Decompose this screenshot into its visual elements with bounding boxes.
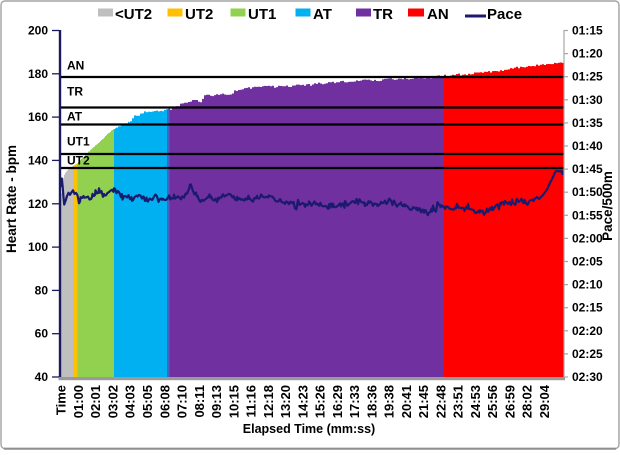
svg-text:02:20: 02:20 xyxy=(572,324,603,338)
svg-text:01:45: 01:45 xyxy=(572,162,603,176)
svg-text:02:30: 02:30 xyxy=(572,370,603,384)
svg-text:Pace/500m: Pace/500m xyxy=(600,171,615,241)
svg-text:02:15: 02:15 xyxy=(572,301,603,315)
svg-text:01:15: 01:15 xyxy=(572,24,603,38)
svg-text:06:08: 06:08 xyxy=(157,385,172,418)
svg-text:180: 180 xyxy=(28,67,48,81)
svg-text:AT: AT xyxy=(313,6,332,23)
svg-text:UT2: UT2 xyxy=(67,154,90,168)
svg-text:01:35: 01:35 xyxy=(572,116,603,130)
svg-text:UT1: UT1 xyxy=(67,135,90,149)
svg-text:<UT2: <UT2 xyxy=(115,6,152,23)
svg-text:01:20: 01:20 xyxy=(572,47,603,61)
svg-text:100: 100 xyxy=(28,240,48,254)
svg-text:23:51: 23:51 xyxy=(451,385,466,418)
svg-text:04:03: 04:03 xyxy=(123,385,138,418)
svg-text:01:25: 01:25 xyxy=(572,70,603,84)
svg-text:Pace: Pace xyxy=(487,6,522,23)
svg-text:15:26: 15:26 xyxy=(313,385,328,418)
svg-text:19:38: 19:38 xyxy=(382,385,397,418)
svg-text:120: 120 xyxy=(28,197,48,211)
svg-text:02:00: 02:00 xyxy=(572,231,603,245)
svg-text:08:11: 08:11 xyxy=(192,385,207,418)
svg-text:20:41: 20:41 xyxy=(399,385,414,418)
svg-text:TR: TR xyxy=(373,6,393,23)
svg-text:05:05: 05:05 xyxy=(140,385,155,418)
svg-text:25:56: 25:56 xyxy=(485,385,500,418)
svg-text:Time: Time xyxy=(54,385,69,415)
svg-text:Heart Rate - bpm: Heart Rate - bpm xyxy=(4,145,19,253)
svg-text:11:16: 11:16 xyxy=(244,385,259,418)
svg-text:26:59: 26:59 xyxy=(503,385,518,418)
svg-text:02:01: 02:01 xyxy=(88,385,103,418)
svg-text:21:45: 21:45 xyxy=(416,385,431,418)
svg-text:01:50: 01:50 xyxy=(572,185,603,199)
svg-text:40: 40 xyxy=(35,370,49,384)
svg-text:18:36: 18:36 xyxy=(364,385,379,418)
svg-text:AT: AT xyxy=(67,110,83,124)
svg-text:Elapsed Time (mm:ss): Elapsed Time (mm:ss) xyxy=(243,422,375,436)
svg-text:200: 200 xyxy=(28,24,48,38)
svg-text:160: 160 xyxy=(28,110,48,124)
svg-text:01:55: 01:55 xyxy=(572,208,603,222)
svg-text:28:02: 28:02 xyxy=(520,385,535,418)
svg-text:13:20: 13:20 xyxy=(278,385,293,418)
svg-text:140: 140 xyxy=(28,153,48,167)
svg-text:80: 80 xyxy=(35,283,49,297)
svg-text:29:04: 29:04 xyxy=(537,384,552,418)
svg-text:10:15: 10:15 xyxy=(226,385,241,418)
svg-text:07:10: 07:10 xyxy=(175,385,190,418)
svg-text:AN: AN xyxy=(427,6,449,23)
svg-text:12:18: 12:18 xyxy=(261,385,276,418)
svg-text:01:40: 01:40 xyxy=(572,139,603,153)
svg-text:01:30: 01:30 xyxy=(572,93,603,107)
svg-text:02:10: 02:10 xyxy=(572,278,603,292)
svg-text:16:29: 16:29 xyxy=(330,385,345,418)
svg-text:AN: AN xyxy=(67,59,84,73)
svg-text:60: 60 xyxy=(35,327,49,341)
svg-text:UT1: UT1 xyxy=(248,6,276,23)
svg-text:22:48: 22:48 xyxy=(433,385,448,418)
svg-text:02:25: 02:25 xyxy=(572,347,603,361)
svg-text:17:33: 17:33 xyxy=(347,385,362,418)
svg-text:01:00: 01:00 xyxy=(71,385,86,418)
svg-text:09:13: 09:13 xyxy=(209,385,224,418)
svg-text:02:05: 02:05 xyxy=(572,255,603,269)
svg-text:14:23: 14:23 xyxy=(295,385,310,418)
svg-text:03:02: 03:02 xyxy=(106,385,121,418)
svg-text:TR: TR xyxy=(67,85,83,99)
svg-text:UT2: UT2 xyxy=(185,6,213,23)
svg-text:24:53: 24:53 xyxy=(468,385,483,418)
